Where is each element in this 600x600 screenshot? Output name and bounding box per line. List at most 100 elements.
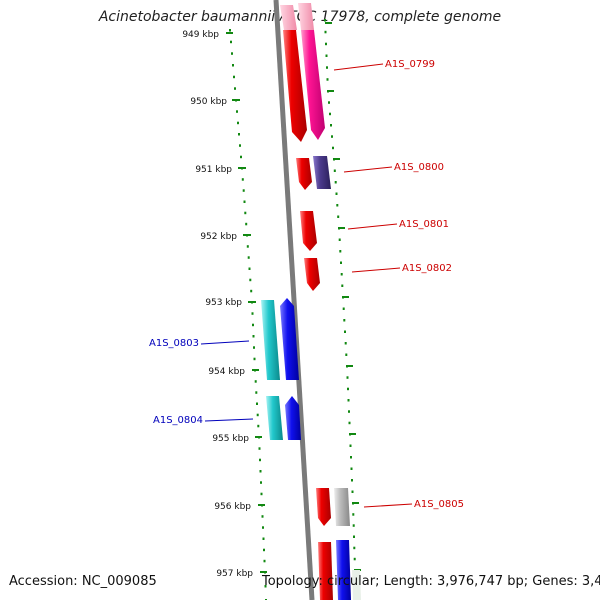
dot	[236, 110, 238, 113]
dot	[260, 492, 263, 496]
dot	[246, 245, 249, 248]
gene-label-A1S_0802[interactable]: A1S_0802	[402, 263, 452, 274]
dot	[256, 413, 259, 417]
gene-A1S_0800[interactable]	[296, 156, 331, 190]
label-leaders	[200, 63, 413, 508]
gene-A1S_0804[interactable]	[266, 396, 301, 440]
dot	[329, 112, 331, 116]
dot	[347, 387, 349, 391]
dot	[325, 54, 328, 57]
dot	[237, 121, 239, 125]
dot	[240, 155, 242, 159]
dot	[344, 330, 346, 333]
dot	[262, 537, 265, 540]
dot	[345, 353, 348, 356]
dot	[252, 335, 255, 338]
dot	[247, 256, 250, 259]
dot	[348, 410, 350, 413]
dot	[243, 200, 246, 203]
dot	[339, 250, 342, 253]
dot	[251, 312, 254, 315]
gene-A1S_0805[interactable]	[316, 488, 350, 526]
dot	[324, 30, 327, 34]
accession-text: Accession: NC_009085	[9, 574, 157, 589]
ruler-label: 950 kbp	[190, 97, 227, 107]
dot	[259, 458, 261, 462]
gene-label-A1S_0799[interactable]: A1S_0799	[385, 59, 435, 70]
dot	[232, 64, 234, 67]
dot	[352, 524, 355, 527]
dot	[262, 526, 264, 529]
dot	[233, 75, 235, 79]
dot	[326, 78, 329, 81]
dot	[351, 479, 353, 482]
dot	[263, 548, 265, 552]
dot	[255, 391, 258, 394]
ruler-label: 956 kbp	[214, 502, 251, 512]
dot	[259, 470, 262, 473]
gene-label-A1S_0805[interactable]: A1S_0805	[414, 499, 464, 510]
ruler-label: 954 kbp	[208, 367, 245, 377]
dot	[230, 40, 232, 44]
dot	[350, 456, 352, 459]
dot	[238, 133, 240, 136]
gene-label-A1S_0800[interactable]: A1S_0800	[394, 162, 444, 173]
dot	[333, 169, 336, 172]
genome-axis	[273, 0, 315, 600]
dot	[350, 467, 353, 470]
gene-label-A1S_0803[interactable]: A1S_0803	[149, 338, 199, 349]
dot	[258, 447, 261, 450]
dot	[353, 557, 356, 561]
dot	[342, 307, 345, 310]
gene-label-A1S_0804[interactable]: A1S_0804	[153, 415, 203, 426]
ruler-label: 955 kbp	[212, 434, 249, 444]
dot	[261, 515, 264, 518]
dot	[263, 559, 266, 563]
dot	[340, 261, 342, 264]
dot	[336, 204, 339, 207]
dot	[229, 29, 231, 32]
dot	[250, 289, 253, 293]
dot	[353, 546, 356, 550]
dot	[332, 146, 334, 150]
dot	[264, 585, 267, 588]
dot	[252, 323, 254, 327]
gene-A1S_0801[interactable]	[300, 211, 317, 251]
dot	[353, 535, 355, 538]
dot	[244, 211, 247, 215]
ruler-labels: 949 kbp 950 kbp 951 kbp 952 kbp 953 kbp …	[182, 30, 253, 579]
gene-A1S_0799[interactable]	[280, 3, 325, 142]
dot	[340, 273, 343, 276]
dot	[254, 380, 257, 383]
dot	[325, 42, 327, 46]
dot	[349, 444, 352, 447]
dot	[352, 513, 355, 516]
dot	[245, 222, 248, 226]
dot	[249, 278, 252, 282]
dot	[346, 376, 349, 379]
ruler-label: 949 kbp	[182, 30, 219, 40]
dot	[334, 181, 337, 184]
dot	[337, 215, 340, 218]
dot	[324, 19, 326, 22]
outer-ticks	[325, 22, 361, 571]
dot	[343, 319, 346, 322]
gene-bottom[interactable]	[318, 540, 361, 600]
dot	[242, 189, 245, 192]
ruler-ticks	[226, 32, 267, 573]
dot	[347, 399, 350, 402]
gene-A1S_0803[interactable]	[261, 298, 299, 380]
topology-text: Topology: circular; Length: 3,976,747 bp…	[262, 574, 600, 589]
dot	[231, 52, 233, 55]
dot	[326, 66, 328, 69]
gene-label-A1S_0801[interactable]: A1S_0801	[399, 219, 449, 230]
dot	[344, 342, 347, 345]
dot	[260, 481, 262, 484]
ruler-label: 952 kbp	[200, 232, 237, 242]
dot	[253, 357, 256, 361]
gene-A1S_0802[interactable]	[304, 258, 320, 291]
dot	[253, 346, 255, 349]
ruler-label: 951 kbp	[195, 165, 232, 175]
